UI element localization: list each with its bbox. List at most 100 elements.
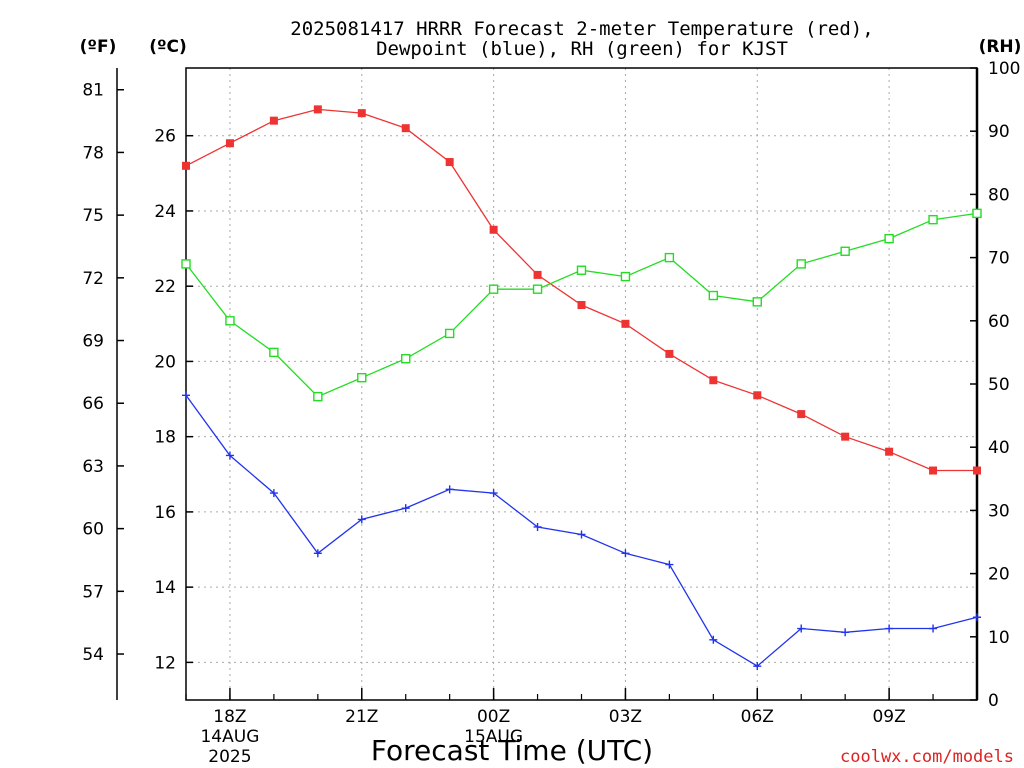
dewpoint-point [709, 635, 718, 644]
rh-tick-label: 30 [988, 501, 1010, 521]
temperature-point [885, 447, 894, 456]
rh-tick-label: 80 [988, 185, 1010, 205]
rh-tick-label: 40 [988, 438, 1010, 458]
fahrenheit-unit-label: (ºF) [80, 37, 117, 57]
temperature-point [973, 466, 981, 475]
rh-point [752, 297, 762, 307]
celsius-tick-label: 26 [154, 127, 176, 147]
rh-point [313, 391, 323, 402]
celsius-tick-label: 14 [154, 578, 176, 598]
dewpoint-point [753, 662, 762, 671]
fahrenheit-tick-label: 69 [82, 332, 104, 352]
x-tick-label: 03Z [609, 707, 642, 727]
x-tick-label: 09Z [872, 707, 905, 727]
rh-point [532, 284, 543, 294]
rh-point [620, 271, 631, 282]
temperature-point [797, 410, 806, 419]
temperature-point [182, 161, 190, 170]
x-tick-label: 06Z [741, 707, 774, 727]
celsius-tick-label: 20 [154, 352, 176, 372]
celsius-tick-label: 16 [154, 503, 176, 523]
temperature-point [401, 124, 410, 133]
rh-point [708, 290, 719, 301]
fahrenheit-tick-label: 54 [82, 645, 104, 665]
rh-point [796, 259, 806, 269]
rh-unit-label: (RH) [979, 37, 1022, 57]
fahrenheit-tick-label: 57 [82, 582, 104, 602]
fahrenheit-tick-label: 63 [82, 457, 104, 477]
temperature-point [841, 432, 850, 441]
rh-tick-label: 100 [988, 59, 1020, 79]
temperature-point [489, 225, 498, 234]
dewpoint-point [973, 613, 981, 622]
dewpoint-point [797, 624, 806, 633]
dewpoint-point [621, 549, 630, 558]
temperature-point [533, 270, 542, 279]
x-tick-label: 18Z [213, 707, 246, 727]
chart-title-line2: Dewpoint (blue), RH (green) for KJST [376, 38, 788, 60]
x-tick-label: 00Z [477, 707, 510, 727]
temperature-point [357, 109, 366, 118]
dewpoint-point [445, 485, 454, 494]
temperature-point [621, 319, 630, 328]
temperature-point [929, 466, 938, 475]
dewpoint-point [929, 624, 938, 633]
dewpoint-point [182, 391, 190, 400]
rh-point [269, 347, 279, 358]
rh-tick-label: 50 [988, 375, 1010, 395]
celsius-tick-label: 24 [154, 202, 176, 222]
fahrenheit-tick-label: 75 [82, 206, 104, 226]
celsius-tick-label: 22 [154, 277, 176, 297]
rh-tick-label: 60 [988, 312, 1010, 332]
rh-tick-label: 70 [988, 249, 1010, 269]
celsius-tick-label: 12 [154, 653, 176, 673]
rh-point [664, 252, 675, 263]
fahrenheit-tick-label: 78 [82, 143, 104, 163]
fahrenheit-tick-label: 72 [82, 269, 104, 289]
x-tick-year-label: 2025 [208, 747, 251, 767]
rh-point [444, 328, 455, 339]
temperature-point [665, 349, 674, 358]
celsius-tick-label: 18 [154, 428, 176, 448]
celsius-unit-label: (ºC) [149, 37, 187, 57]
chart-title-line1: 2025081417 HRRR Forecast 2-meter Tempera… [290, 18, 873, 40]
rh-tick-label: 0 [988, 691, 999, 711]
dewpoint-point [885, 624, 894, 633]
rh-tick-label: 20 [988, 565, 1010, 585]
temperature-point [577, 301, 586, 309]
axes: 54 57 60 63 66 69 72 75 78 81 12 14 16 18 20 22 24 26 0 10 2… [82, 59, 1020, 767]
temperature-point [225, 139, 234, 148]
fahrenheit-tick-label: 66 [82, 394, 104, 414]
x-axis-label: Forecast Time (UTC) [371, 734, 653, 767]
rh-point [181, 259, 191, 269]
temperature-point [753, 391, 762, 400]
dewpoint-point [401, 504, 410, 513]
rh-point [357, 372, 367, 383]
rh-point [928, 214, 938, 225]
rh-tick-label: 10 [988, 628, 1010, 648]
dewpoint-point [533, 522, 542, 531]
rh-point [488, 284, 499, 294]
dewpoint-point [225, 451, 234, 460]
rh-point [884, 233, 894, 244]
dewpoint-point [577, 530, 586, 539]
temperature-point [313, 105, 322, 114]
rh-tick-label: 90 [988, 122, 1010, 142]
dewpoint-point [357, 515, 366, 524]
dewpoint-point [665, 560, 674, 569]
x-tick-date-label: 14AUG [200, 727, 259, 747]
series [181, 105, 982, 671]
rh-point [225, 316, 235, 326]
temperature-point [709, 376, 718, 385]
dewpoint-point [841, 628, 850, 637]
x-tick-date-label: 15AUG [464, 727, 523, 747]
rh-point [401, 354, 411, 364]
temperature-line [185, 108, 977, 472]
temperature-point [269, 116, 278, 125]
dewpoint-point [489, 489, 498, 498]
fahrenheit-tick-label: 81 [82, 81, 104, 101]
fahrenheit-tick-label: 60 [82, 520, 104, 540]
rh-point [576, 265, 587, 275]
temperature-point [445, 158, 454, 167]
